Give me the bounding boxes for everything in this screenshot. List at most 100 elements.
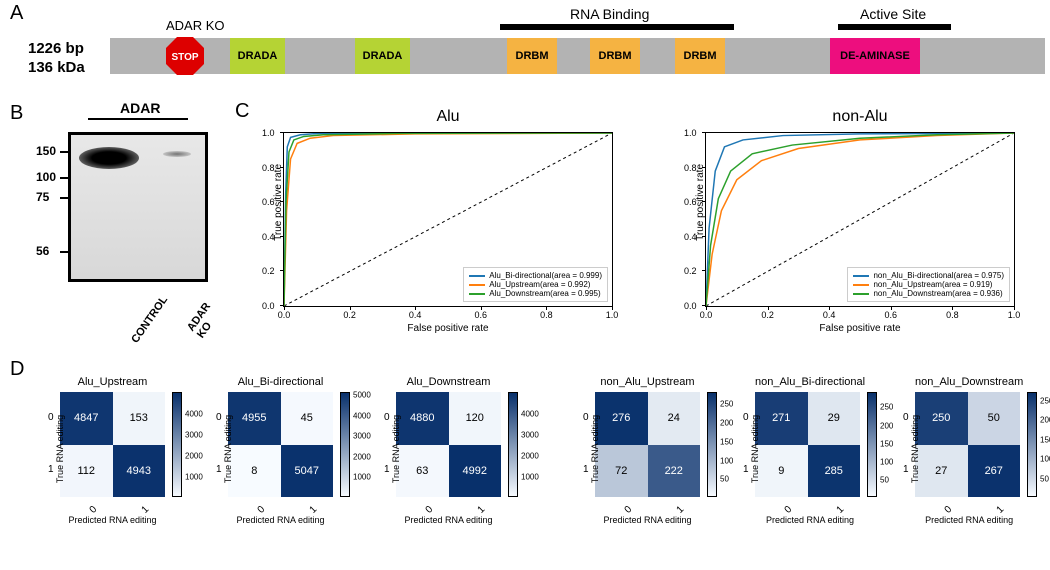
cbar-tick: 250 bbox=[880, 403, 893, 412]
roc-title: non-Alu bbox=[705, 108, 1015, 126]
roc-ylabel: True positive rate bbox=[273, 163, 284, 240]
cbar-tick: 150 bbox=[1040, 435, 1050, 444]
cbar-tick: 3000 bbox=[185, 431, 203, 440]
cm-xlabel: Predicted RNA editing bbox=[68, 515, 156, 525]
cm-cell: 72 bbox=[595, 445, 648, 498]
legend-row: non_Alu_Upstream(area = 0.919) bbox=[853, 280, 1004, 289]
cm-xtick: 1 bbox=[835, 504, 847, 516]
cbar-tick: 100 bbox=[720, 456, 733, 465]
xtick-mark bbox=[891, 306, 892, 310]
colorbar: 10002000300040005000 bbox=[340, 392, 350, 497]
xtick: 1.0 bbox=[1008, 310, 1021, 320]
blot-x-control: CONTROL bbox=[129, 294, 170, 345]
cm-xtick: 1 bbox=[995, 504, 1007, 516]
cm-ytick: 1 bbox=[583, 464, 589, 475]
xtick: 0.0 bbox=[700, 310, 713, 320]
panel-a: A 1226 bp 136 kDa ADAR KO RNA Binding Ac… bbox=[10, 2, 1040, 25]
active-site-label: Active Site bbox=[860, 6, 1040, 22]
mw-tick bbox=[60, 251, 68, 253]
cbar-tick: 100 bbox=[880, 457, 893, 466]
cbar-tick: 4000 bbox=[353, 411, 371, 420]
blot-title-bar bbox=[88, 118, 188, 120]
band-ko bbox=[163, 151, 191, 157]
cbar-tick: 50 bbox=[880, 475, 889, 484]
legend-row: non_Alu_Bi-directional(area = 0.975) bbox=[853, 271, 1004, 280]
cm-alu_upstream: Alu_Upstream4847153112494310002000300040… bbox=[60, 376, 165, 497]
colorbar: 50100150200250 bbox=[1027, 392, 1037, 497]
legend-swatch bbox=[853, 293, 869, 295]
roc-legend: Alu_Bi-directional(area = 0.999)Alu_Upst… bbox=[463, 267, 608, 302]
cbar-tick: 250 bbox=[1040, 396, 1050, 405]
xtick-mark bbox=[350, 306, 351, 310]
cm-title: non_Alu_Upstream bbox=[595, 376, 700, 388]
cm-xtick: 1 bbox=[140, 504, 152, 516]
cm-xtick: 0 bbox=[88, 504, 100, 516]
cm-xlabel: Predicted RNA editing bbox=[236, 515, 324, 525]
cm-ylabel: True RNA editing bbox=[910, 415, 920, 483]
cm-xlabel: Predicted RNA editing bbox=[404, 515, 492, 525]
cm-cell: 8 bbox=[228, 445, 281, 498]
legend-row: Alu_Downstream(area = 0.995) bbox=[469, 289, 602, 298]
cm-ytick: 1 bbox=[903, 464, 909, 475]
xtick-mark bbox=[768, 306, 769, 310]
panel-b: B ADAR 1501007556 CONTROLADAR KO bbox=[10, 102, 230, 125]
colorbar: 50100150200250 bbox=[707, 392, 717, 497]
cm-cell: 45 bbox=[281, 392, 334, 445]
cm-non_alu_bi-directional: non_Alu_Bi-directional271299285501001502… bbox=[755, 376, 865, 497]
cm-grid: 2505027267 bbox=[915, 392, 1020, 497]
cm-grid: 271299285 bbox=[755, 392, 860, 497]
cbar-tick: 1000 bbox=[521, 473, 539, 482]
domain-drbm-2: DRBM bbox=[507, 38, 557, 74]
cm-cell: 285 bbox=[808, 445, 861, 498]
cm-ytick: 0 bbox=[743, 412, 749, 423]
cbar-tick: 5000 bbox=[353, 391, 371, 400]
mw-150: 150 bbox=[36, 144, 56, 158]
cm-grid: 48471531124943 bbox=[60, 392, 165, 497]
xtick-mark bbox=[612, 306, 613, 310]
domain-drada-1: DRADA bbox=[355, 38, 410, 74]
blot-x-adar-ko: ADAR KO bbox=[185, 294, 228, 341]
xtick: 1.0 bbox=[606, 310, 619, 320]
legend-row: non_Alu_Downstream(area = 0.936) bbox=[853, 289, 1004, 298]
western-blot: ADAR 1501007556 CONTROLADAR KO bbox=[68, 132, 208, 282]
mw-75: 75 bbox=[36, 190, 49, 204]
cm-ylabel: True RNA editing bbox=[391, 415, 401, 483]
cbar-tick: 150 bbox=[880, 439, 893, 448]
cm-cell: 222 bbox=[648, 445, 701, 498]
legend-swatch bbox=[853, 284, 869, 286]
cm-xlabel: Predicted RNA editing bbox=[766, 515, 854, 525]
cm-grid: 4880120634992 bbox=[396, 392, 501, 497]
cm-ytick: 0 bbox=[583, 412, 589, 423]
xtick-mark bbox=[481, 306, 482, 310]
cm-xtick: 0 bbox=[623, 504, 635, 516]
cm-xlabel: Predicted RNA editing bbox=[925, 515, 1013, 525]
panel-d: D Alu_Upstream48471531124943100020003000… bbox=[10, 358, 1040, 381]
roc-nonalu: non-Alu0.00.20.40.60.81.00.00.20.40.60.8… bbox=[705, 108, 1015, 307]
cm-cell: 5047 bbox=[281, 445, 334, 498]
cbar-tick: 3000 bbox=[521, 431, 539, 440]
cm-title: Alu_Bi-directional bbox=[228, 376, 333, 388]
xtick: 0.0 bbox=[278, 310, 291, 320]
ytick: 0.0 bbox=[262, 301, 275, 311]
cbar-tick: 4000 bbox=[521, 410, 539, 419]
band-control bbox=[79, 147, 139, 169]
active-site-bar bbox=[838, 24, 951, 30]
xtick: 0.4 bbox=[409, 310, 422, 320]
cbar-tick: 1000 bbox=[353, 473, 371, 482]
cm-xtick: 0 bbox=[256, 504, 268, 516]
kda-text: 136 kDa bbox=[28, 59, 85, 78]
cm-ytick: 1 bbox=[743, 464, 749, 475]
cm-ytick: 0 bbox=[903, 412, 909, 423]
domain-de-aminase-5: DE-AMINASE bbox=[830, 38, 920, 74]
cm-xtick: 1 bbox=[476, 504, 488, 516]
cm-cell: 4880 bbox=[396, 392, 449, 445]
cbar-tick: 150 bbox=[720, 437, 733, 446]
cm-ytick: 0 bbox=[216, 412, 222, 423]
xtick-mark bbox=[284, 306, 285, 310]
roc-alu: Alu0.00.20.40.60.81.00.00.20.40.60.81.0T… bbox=[283, 108, 613, 307]
bp-text: 1226 bp bbox=[28, 40, 85, 59]
ytick: 1.0 bbox=[684, 128, 697, 138]
cbar-tick: 2000 bbox=[353, 452, 371, 461]
cm-ytick: 1 bbox=[48, 464, 54, 475]
cm-non_alu_upstream: non_Alu_Upstream276247222250100150200250… bbox=[595, 376, 700, 497]
